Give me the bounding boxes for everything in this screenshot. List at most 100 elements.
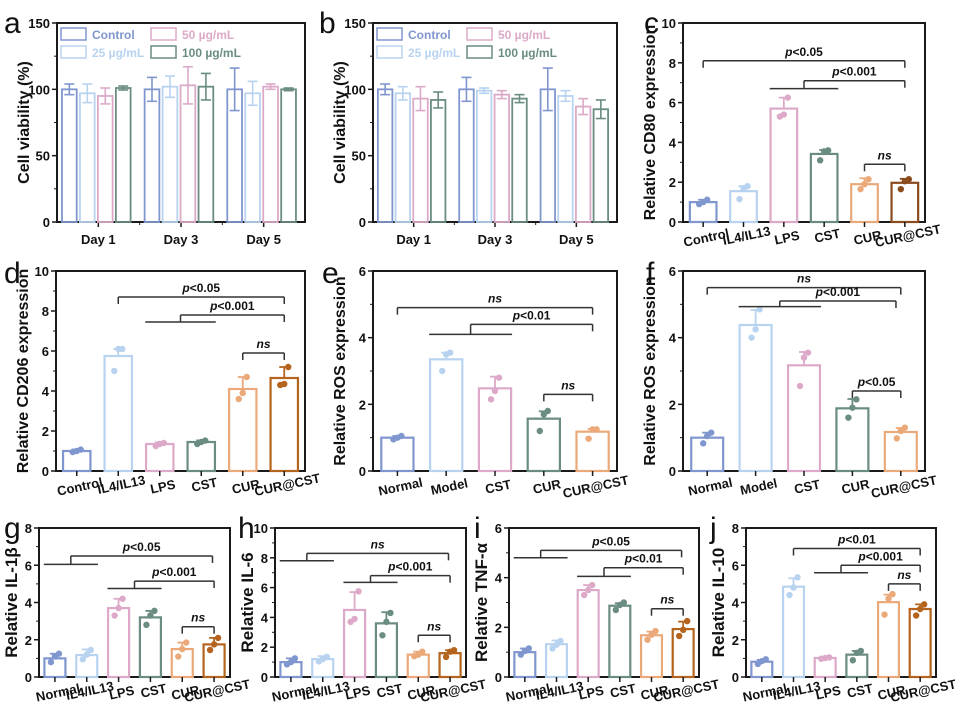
data-point <box>744 182 751 190</box>
bar <box>438 652 462 679</box>
x-tick-label: LPS <box>108 683 136 703</box>
legend-swatch <box>60 45 87 59</box>
x-tick-label: CST <box>813 226 842 246</box>
bar <box>592 108 609 223</box>
bar <box>729 190 758 224</box>
data-point <box>111 367 118 375</box>
p-threshold: <0.001 <box>823 285 860 299</box>
data-point <box>183 639 190 646</box>
data-point <box>210 641 218 648</box>
ns-label: ns <box>660 593 674 607</box>
data-point <box>517 651 525 658</box>
legend-label: 50 µg/mL <box>498 28 550 42</box>
x-tick-label: CST <box>190 475 219 495</box>
bar <box>143 88 161 223</box>
data-point <box>905 176 913 183</box>
significance-label: ns <box>561 378 575 392</box>
data-point <box>762 656 770 663</box>
data-point <box>901 424 908 431</box>
p-symbol: p <box>122 540 130 554</box>
panel-e: e 0 2 4 6 Relative ROS expression Normal Model C… <box>322 257 630 501</box>
data-point <box>585 435 592 442</box>
y-tick-label: 2 <box>359 397 366 412</box>
y-tick-label: 50 <box>36 149 50 164</box>
bar <box>262 85 279 223</box>
data-point <box>285 363 292 371</box>
data-point <box>786 591 793 599</box>
bar <box>608 604 632 679</box>
ns-label: ns <box>897 568 911 582</box>
x-tick-label: LPS <box>149 477 177 497</box>
legend-label: 100 µg/mL <box>498 46 557 60</box>
bar <box>738 323 773 473</box>
panel-label: d <box>4 257 21 290</box>
x-tick-label: CUR@CST <box>419 676 488 705</box>
x-tick-label: Normal <box>377 475 424 499</box>
bar <box>477 387 513 473</box>
p-threshold: <0.001 <box>840 65 877 79</box>
x-tick-label: LPS <box>344 683 372 703</box>
y-tick-label: 6 <box>25 558 32 573</box>
significance-label: p<0.01 <box>512 308 551 322</box>
legend-label: Control <box>408 28 451 42</box>
bar <box>850 183 879 224</box>
x-tick-label: CUR@CST <box>889 676 955 705</box>
y-tick-label: 10 <box>662 16 676 31</box>
data-point <box>784 94 792 101</box>
y-tick-label: 100 <box>344 82 366 97</box>
data-point <box>77 446 84 453</box>
data-point <box>584 586 592 594</box>
legend-swatch <box>466 45 493 59</box>
data-point <box>235 395 242 403</box>
bar <box>513 651 537 679</box>
bar <box>376 88 394 223</box>
x-tick-label: CUR <box>840 476 871 497</box>
data-point <box>175 653 182 660</box>
data-point <box>748 334 755 341</box>
ns-label: ns <box>371 537 385 551</box>
bar <box>161 85 179 223</box>
x-tick-label: CUR@CST <box>652 676 721 705</box>
data-point <box>683 617 691 625</box>
x-tick-label: Day 1 <box>81 232 116 247</box>
panel-label: h <box>238 512 255 545</box>
data-point <box>700 440 707 447</box>
data-point <box>816 157 824 164</box>
bar <box>374 622 399 679</box>
y-tick-label: 6 <box>669 264 676 279</box>
y-tick-label: 2 <box>42 424 49 439</box>
data-point <box>151 607 158 615</box>
x-tick-label: LPS <box>577 683 605 703</box>
bar <box>430 99 447 223</box>
data-point <box>179 645 186 653</box>
y-tick-label: 2 <box>495 620 502 635</box>
x-tick-label: CUR <box>876 682 907 703</box>
bar <box>511 97 528 223</box>
y-tick-label: 0 <box>359 215 366 230</box>
significance-label: ns <box>427 619 441 633</box>
x-tick-label: Model <box>739 475 779 497</box>
data-point <box>143 621 150 629</box>
y-tick-label: 0 <box>732 670 739 685</box>
data-point <box>111 612 118 619</box>
panel-label: c <box>644 7 659 40</box>
significance-label: ns <box>660 593 674 607</box>
data-point <box>398 432 405 440</box>
data-point <box>865 176 872 183</box>
x-tick-label: Day 3 <box>164 232 199 247</box>
p-threshold: <0.01 <box>845 532 876 546</box>
x-tick-label: CST <box>793 477 822 497</box>
p-symbol: p <box>837 532 845 546</box>
bar <box>412 97 429 223</box>
bar <box>575 105 592 223</box>
significance-label: p<0.05 <box>591 534 630 548</box>
y-tick-label: 2 <box>25 633 32 648</box>
panel-label: f <box>646 257 655 290</box>
data-point <box>845 414 852 421</box>
legend-swatch <box>150 27 177 41</box>
data-point <box>536 427 543 435</box>
significance-label: ns <box>256 337 270 351</box>
ns-label: ns <box>878 148 892 162</box>
